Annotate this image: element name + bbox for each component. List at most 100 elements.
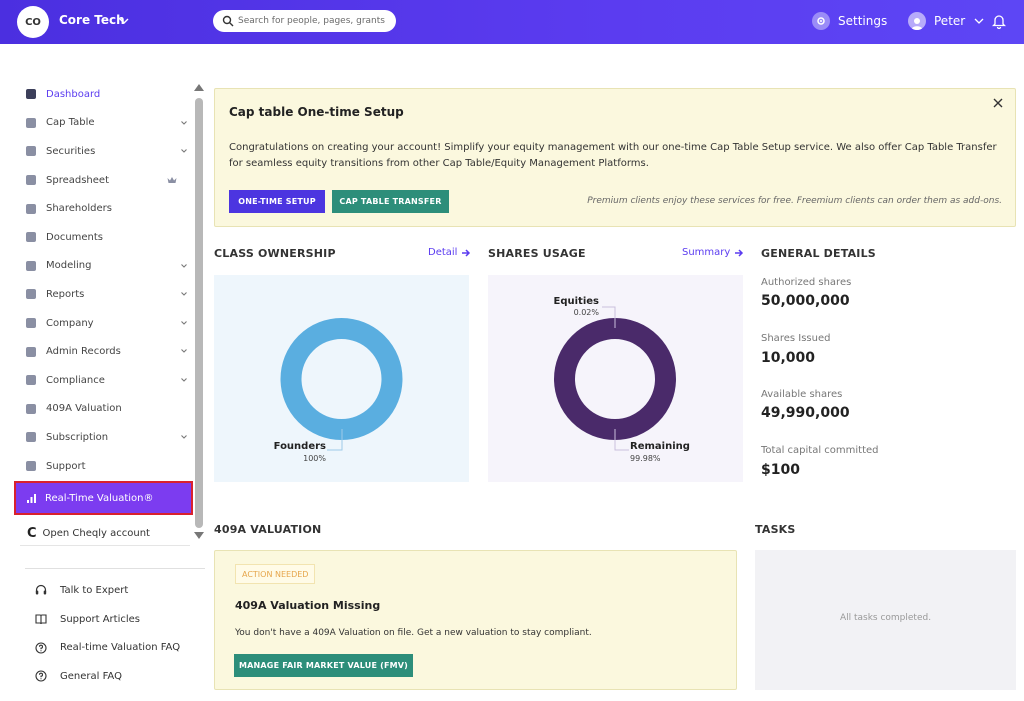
class-ownership-title: CLASS OWNERSHIP	[214, 247, 336, 260]
sidebar-item-support[interactable]: Support	[14, 452, 192, 481]
dashboard-icon	[26, 89, 36, 100]
shares-usage-chart: Equities 0.02% Remaining 99.98%	[488, 275, 743, 482]
total-capital-value: $100	[761, 462, 800, 478]
valuation-card-title: 409A Valuation Missing	[235, 599, 381, 612]
chevron-down-icon[interactable]	[117, 14, 131, 28]
user-menu[interactable]: Peter	[908, 11, 985, 31]
help-item-label: Real-time Valuation FAQ	[60, 642, 181, 654]
remaining-leader-line	[614, 429, 629, 451]
sidebar-item-admin-records[interactable]: Admin Records	[14, 337, 192, 366]
admin-records-icon	[26, 346, 36, 357]
shares-issued-label: Shares Issued	[761, 333, 831, 344]
banner-title: Cap table One-time Setup	[229, 105, 404, 119]
gear-icon	[812, 12, 830, 30]
help-item-general-faq[interactable]: General FAQ	[35, 662, 205, 691]
company-icon	[26, 318, 36, 329]
help-item-real-time-valuation-faq[interactable]: Real-time Valuation FAQ	[35, 633, 205, 662]
org-avatar[interactable]: CO	[17, 6, 49, 38]
one-time-setup-button[interactable]: ONE-TIME SETUP	[229, 190, 325, 213]
sidebar-item-real-time-valuation[interactable]: Real-Time Valuation®	[14, 481, 193, 515]
manage-fmv-button[interactable]: MANAGE FAIR MARKET VALUE (FMV)	[234, 654, 413, 677]
sidebar-item-label: Shareholders	[46, 203, 112, 215]
cap-table-icon	[26, 117, 36, 128]
sidebar-item-open-cheqly[interactable]: C Open Cheqly account	[20, 522, 190, 546]
summary-link-label: Summary	[682, 247, 731, 258]
class-ownership-chart: Founders 100%	[214, 275, 469, 482]
scroll-up-arrow[interactable]	[194, 84, 204, 91]
action-needed-badge: ACTION NEEDED	[235, 564, 316, 584]
help-item-label: General FAQ	[60, 670, 122, 682]
chart-icon	[27, 493, 36, 503]
sidebar-item-label: Modeling	[46, 260, 92, 272]
close-icon[interactable]	[992, 97, 1004, 109]
sidebar-item-documents[interactable]: Documents	[14, 223, 192, 252]
arrow-right-icon	[735, 248, 744, 257]
org-name[interactable]: Core Tech	[59, 13, 125, 27]
sidebar-item-reports[interactable]: Reports	[14, 280, 192, 309]
help-links: Talk to Expert Support Articles Real-tim…	[35, 576, 205, 691]
class-ownership-detail-link[interactable]: Detail	[428, 247, 471, 258]
sidebar-nav: Dashboard Cap Table Securities Spreadsheet S…	[14, 80, 192, 480]
headset-icon	[35, 585, 47, 595]
sidebar-item-modeling[interactable]: Modeling	[14, 252, 192, 281]
sidebar-item-subscription[interactable]: Subscription	[14, 423, 192, 452]
chevron-down-icon	[181, 435, 187, 439]
question-icon	[35, 670, 47, 682]
search-input[interactable]	[238, 13, 388, 29]
available-shares-value: 49,990,000	[761, 405, 850, 421]
valuation-card-text: You don't have a 409A Valuation on file.…	[235, 628, 592, 638]
help-item-talk-to-expert[interactable]: Talk to Expert	[35, 576, 205, 605]
sidebar: Dashboard Cap Table Securities Spreadsheet S…	[0, 44, 210, 701]
shares-usage-summary-link[interactable]: Summary	[682, 247, 744, 258]
tasks-empty-message: All tasks completed.	[839, 613, 932, 623]
scrollbar-thumb[interactable]	[195, 98, 203, 528]
sidebar-item-company[interactable]: Company	[14, 309, 192, 338]
banner-note: Premium clients enjoy these services for…	[587, 196, 1002, 206]
equities-leader-line	[602, 306, 616, 328]
sidebar-item-label: Documents	[46, 231, 104, 243]
bell-icon[interactable]	[992, 13, 1006, 29]
sidebar-item-label: Dashboard	[46, 88, 101, 100]
sidebar-item-cap-table[interactable]: Cap Table	[14, 109, 192, 138]
sidebar-item-spreadsheet[interactable]: Spreadsheet	[14, 166, 192, 195]
sidebar-item-securities[interactable]: Securities	[14, 137, 192, 166]
chevron-down-icon	[181, 120, 187, 125]
cheqly-logo-icon: C	[27, 526, 37, 541]
sidebar-item-label: Cap Table	[46, 117, 95, 129]
modeling-icon	[26, 260, 36, 271]
settings-button[interactable]: Settings	[812, 11, 887, 31]
sidebar-item-compliance[interactable]: Compliance	[14, 366, 192, 395]
total-capital-label: Total capital committed	[761, 445, 879, 456]
sidebar-item-label: Open Cheqly account	[42, 528, 150, 539]
user-name: Peter	[934, 14, 966, 28]
book-icon	[35, 614, 47, 625]
remaining-label: Remaining	[630, 441, 690, 452]
sidebar-item-label: Subscription	[46, 431, 109, 443]
cap-table-transfer-button[interactable]: CAP TABLE TRANSFER	[332, 190, 449, 213]
sidebar-item-shareholders[interactable]: Shareholders	[14, 194, 192, 223]
help-item-support-articles[interactable]: Support Articles	[35, 605, 205, 634]
equities-percent: 0.02%	[574, 308, 600, 317]
shares-usage-title: SHARES USAGE	[488, 247, 586, 260]
chevron-down-icon	[974, 18, 984, 24]
sidebar-item-label: Real-Time Valuation®	[45, 492, 154, 504]
securities-icon	[26, 146, 36, 157]
help-item-label: Support Articles	[60, 613, 140, 625]
detail-link-label: Detail	[428, 247, 458, 258]
sidebar-item-label: Compliance	[46, 374, 105, 386]
search-box[interactable]	[213, 10, 396, 32]
sidebar-item-label: Company	[46, 317, 94, 329]
sidebar-item-dashboard[interactable]: Dashboard	[14, 80, 192, 109]
chevron-down-icon	[181, 149, 187, 153]
general-details-title: GENERAL DETAILS	[761, 247, 876, 260]
shares-issued-value: 10,000	[761, 350, 816, 366]
chevron-down-icon	[181, 292, 187, 296]
settings-label: Settings	[838, 14, 888, 28]
scroll-down-arrow[interactable]	[194, 532, 204, 539]
sidebar-item-409a-valuation[interactable]: 409A Valuation	[14, 395, 192, 424]
shareholders-icon	[26, 203, 36, 214]
founders-leader-line	[327, 429, 343, 451]
compliance-icon	[26, 375, 36, 386]
sidebar-item-label: 409A Valuation	[46, 403, 122, 415]
user-avatar-icon	[908, 12, 926, 30]
